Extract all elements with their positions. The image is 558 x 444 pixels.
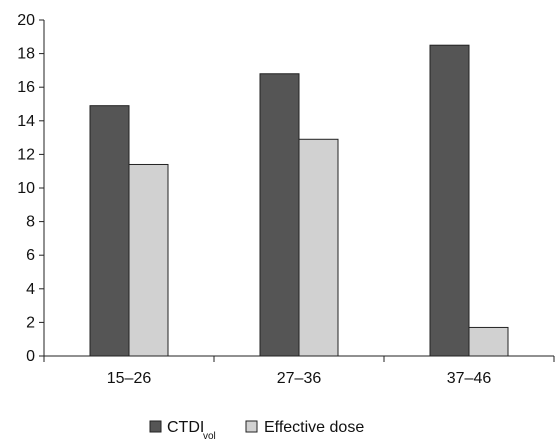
effective-dose-bar xyxy=(128,163,169,357)
ctdi-bar xyxy=(89,105,130,357)
y-axis-tick-label: 8 xyxy=(26,214,35,231)
x-axis-tick-label: 27–36 xyxy=(277,370,322,387)
ctdi-bar xyxy=(429,44,470,357)
legend-label-ctdi: CTDI xyxy=(167,419,204,436)
ctdi-bar xyxy=(259,73,300,357)
y-axis-tick-label: 10 xyxy=(17,180,35,197)
y-axis-tick-label: 2 xyxy=(26,314,35,331)
y-axis-tick-label: 14 xyxy=(17,113,35,130)
y-axis-tick-label: 12 xyxy=(17,146,35,163)
legend-swatch-effective-dose xyxy=(245,420,258,433)
y-axis-tick-label: 16 xyxy=(17,79,35,96)
y-axis-tick-label: 4 xyxy=(26,281,35,298)
y-axis-tick-label: 0 xyxy=(26,348,35,365)
x-axis-tick-label: 37–46 xyxy=(447,370,492,387)
x-axis-tick-label: 15–26 xyxy=(107,370,152,387)
effective-dose-bar xyxy=(468,326,509,357)
legend-label-effective-dose: Effective dose xyxy=(264,419,364,436)
legend-swatch-ctdi xyxy=(149,420,162,433)
legend-label-ctdi-subscript: vol xyxy=(203,431,216,442)
y-axis-tick-label: 18 xyxy=(17,46,35,63)
y-axis-tick-label: 6 xyxy=(26,247,35,264)
y-axis-tick-label: 20 xyxy=(17,12,35,29)
effective-dose-bar xyxy=(298,138,339,357)
plot-area: 0 2 4 6 8 10 12 14 16 18 20 15–26 27–36 37–46 xyxy=(17,12,555,387)
